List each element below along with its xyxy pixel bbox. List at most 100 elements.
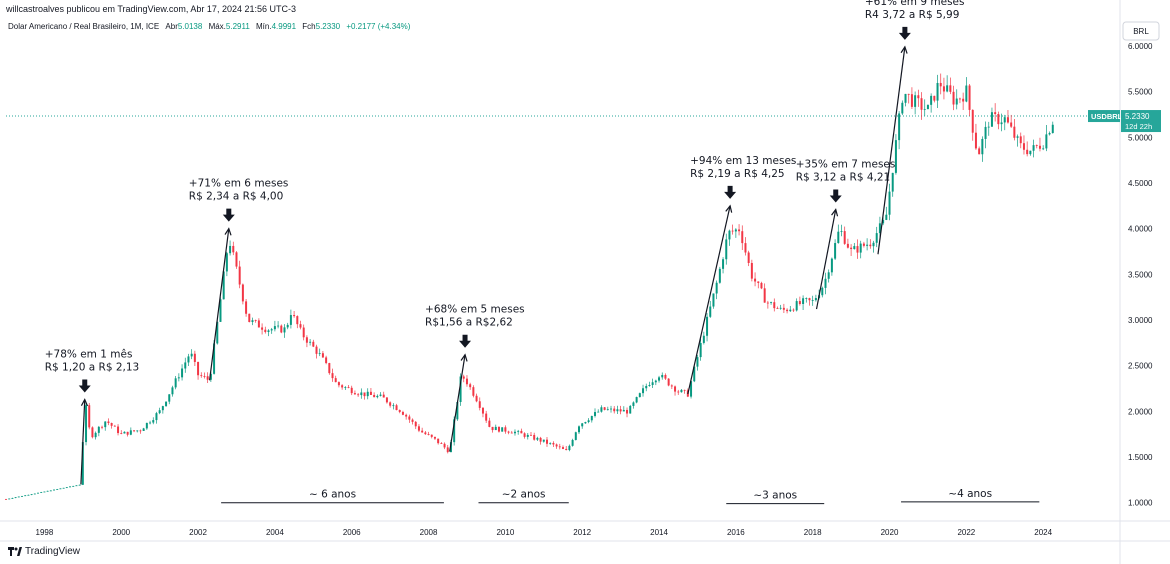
annotation-line1: +71% em 6 meses: [189, 178, 289, 190]
candle-body: [545, 439, 548, 444]
candle-body: [824, 278, 827, 288]
candle-body: [369, 391, 372, 395]
candle-body: [408, 416, 411, 420]
price-tag-symbol-bg: [1088, 110, 1120, 123]
price-tag-price: 5.2330: [1125, 112, 1150, 121]
annotation-line2: R4 3,72 a R$ 5,99: [865, 9, 960, 21]
candle-body: [542, 439, 545, 442]
candle-body: [936, 82, 939, 101]
currency-badge[interactable]: BRL: [1122, 21, 1160, 41]
move-arrowhead: [725, 204, 733, 213]
candle-body: [136, 430, 139, 432]
tradingview-brand[interactable]: TradingView: [8, 546, 80, 557]
candle-body: [158, 410, 161, 414]
y-tick-label: 4.5000: [1128, 179, 1153, 188]
candle-body: [126, 431, 129, 435]
candle-body: [715, 282, 718, 294]
candle-body: [101, 426, 104, 428]
x-tick-label: 2014: [650, 528, 668, 537]
x-tick-label: 2010: [496, 528, 514, 537]
candle-body: [1038, 145, 1041, 149]
symbol-legend: Dolar Americano / Real Brasileiro, 1M, I…: [8, 22, 410, 31]
candle-body: [786, 309, 789, 312]
candle-body: [699, 342, 702, 358]
time-axis[interactable]: 1998 2000 2002 2004 2006 2008 2010 2012 2014 2016…: [36, 528, 1053, 537]
y-tick-label: 3.5000: [1128, 270, 1153, 279]
candle-body: [933, 95, 936, 101]
candle-body: [209, 373, 212, 380]
candle-body: [1035, 145, 1038, 146]
candle-body: [616, 409, 619, 412]
annotation-line1: +94% em 13 meses: [690, 155, 796, 167]
move-line: [449, 354, 466, 452]
candle-body: [1019, 136, 1022, 144]
candle-body: [731, 230, 734, 232]
candle-body: [738, 229, 741, 232]
candle-body: [40, 492, 43, 493]
annotation-line1: +35% em 7 meses: [796, 158, 896, 170]
x-tick-label: 2002: [189, 528, 207, 537]
high-label: Máx.: [208, 22, 226, 31]
candle-body: [846, 243, 849, 248]
close-label: Fch: [302, 22, 316, 31]
x-tick-label: 2016: [727, 528, 745, 537]
y-tick-label: 2.0000: [1128, 407, 1153, 416]
x-tick-label: 2020: [881, 528, 899, 537]
candle-body: [581, 423, 584, 427]
candle-body: [914, 95, 917, 107]
period-label: ~4 anos: [948, 488, 992, 500]
x-tick-label: 2004: [266, 528, 284, 537]
candle-body: [667, 378, 670, 386]
candle-body: [901, 102, 904, 114]
candle-body: [91, 427, 94, 438]
candle-body: [222, 271, 225, 300]
candle-body: [398, 410, 401, 412]
candle-body: [1026, 149, 1029, 155]
candle-body: [75, 485, 78, 487]
annotation-line1: +68% em 5 meses: [425, 304, 525, 316]
candle-body: [1042, 148, 1045, 150]
candle-body: [395, 405, 398, 411]
candle-body: [904, 93, 907, 103]
candle-body: [562, 447, 564, 449]
candle-body: [1013, 126, 1016, 138]
candle-body: [427, 434, 430, 435]
candle-body: [56, 489, 59, 490]
high-value: 5.2911: [225, 22, 250, 31]
y-tick-label: 1.0000: [1128, 499, 1153, 508]
candle-body: [536, 437, 539, 440]
y-tick-label: 5.5000: [1128, 88, 1153, 97]
low-label: Mín.: [256, 22, 272, 31]
candle-body: [654, 380, 657, 383]
candle-body: [734, 229, 737, 232]
move-line: [80, 399, 86, 485]
annotation-line1: +61% em 9 meses: [865, 0, 965, 8]
candle-body: [811, 300, 814, 301]
candle-body: [776, 308, 779, 309]
candle-body: [834, 243, 837, 259]
period-label: ~2 anos: [502, 489, 546, 501]
candle-body: [273, 326, 276, 330]
candle-body: [923, 109, 926, 110]
candle-body: [606, 409, 609, 411]
candle-body: [494, 426, 497, 431]
candle-body: [161, 406, 164, 411]
symbol-description[interactable]: Dolar Americano / Real Brasileiro, 1M, I…: [8, 22, 160, 31]
candle-body: [696, 357, 699, 367]
candle-body: [709, 306, 712, 317]
candle-body: [987, 126, 990, 128]
candle-body: [155, 413, 158, 421]
candle-body: [360, 392, 363, 396]
price-axis[interactable]: 1.0000 1.5000 2.0000 2.5000 3.0000 3.5000 4.00…: [1128, 42, 1153, 508]
x-tick-label: 2022: [957, 528, 975, 537]
candle-body: [597, 411, 600, 413]
candle-body: [664, 374, 667, 379]
candle-body: [619, 409, 622, 412]
down-arrow-icon: [222, 208, 235, 222]
candle-body: [770, 302, 773, 303]
candle-body: [488, 420, 491, 427]
candle-body: [8, 498, 11, 500]
candle-body: [267, 330, 270, 333]
candle-body: [366, 391, 369, 397]
